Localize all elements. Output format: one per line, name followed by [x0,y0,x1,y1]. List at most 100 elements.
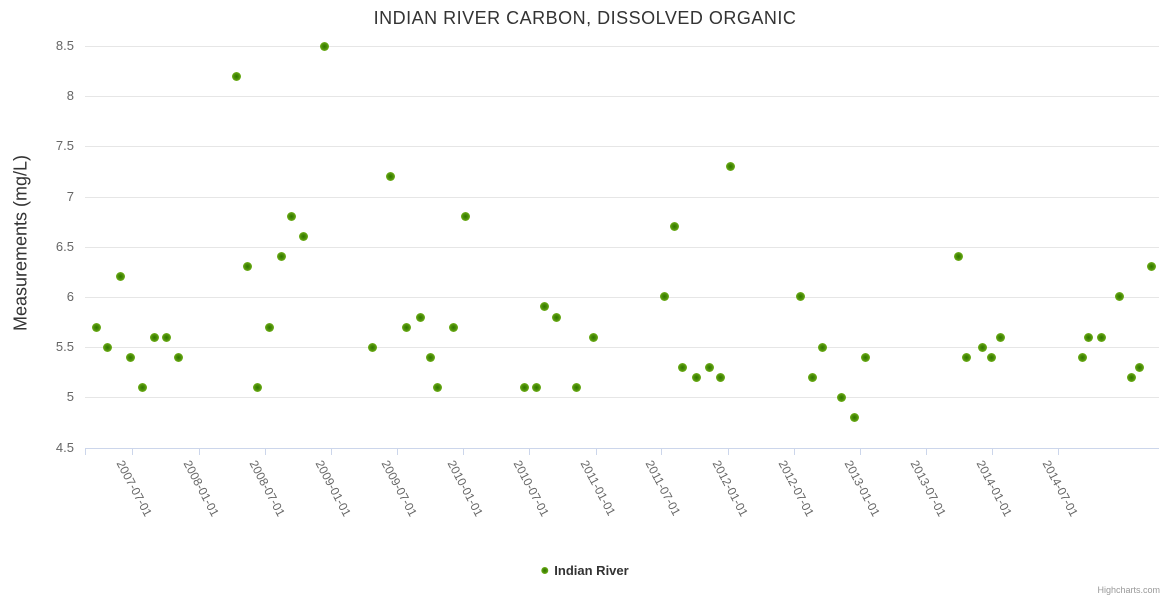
data-point[interactable] [1096,332,1106,342]
y-axis-tick-label: 6.5 [55,238,74,254]
data-point[interactable] [678,362,688,372]
data-point[interactable] [588,332,598,342]
data-point[interactable] [705,362,715,372]
data-point[interactable] [368,342,377,352]
x-axis-tick-label: 2008-07-01 [246,457,288,519]
y-gridline [85,246,1159,248]
y-gridline [85,146,1159,148]
data-point[interactable] [232,71,242,81]
data-point[interactable] [243,262,253,272]
data-point[interactable] [162,332,172,342]
data-point[interactable] [519,382,529,392]
x-axis-tick-label: 2014-07-01 [1039,457,1081,519]
data-point[interactable] [386,171,396,181]
data-point[interactable] [116,272,126,282]
data-point[interactable] [402,322,412,332]
data-point[interactable] [670,222,679,232]
data-point[interactable] [836,392,846,402]
x-axis-tick [595,448,597,455]
x-axis-tick-label: 2013-01-01 [841,457,884,519]
x-axis-tick-label: 2007-07-01 [113,457,155,519]
data-point[interactable] [137,382,147,392]
data-point[interactable] [850,412,860,422]
data-point[interactable] [551,312,561,322]
x-axis-tick [727,448,729,455]
data-point[interactable] [961,352,971,362]
x-axis-tick [793,448,795,455]
data-point[interactable] [715,372,725,382]
data-point[interactable] [726,161,736,171]
x-axis-tick [132,448,134,455]
x-axis-tick [331,448,333,455]
data-point[interactable] [1114,292,1124,302]
x-axis-tick [463,448,465,455]
x-axis-tick-label: 2009-07-01 [378,457,420,519]
data-point[interactable] [253,382,263,392]
y-axis-tick-label: 7.5 [55,138,74,154]
y-axis-tick-label: 8 [66,88,74,104]
x-axis-tick [860,448,862,455]
data-point[interactable] [287,212,297,222]
data-point[interactable] [150,332,160,342]
x-axis-line [85,447,1159,449]
y-axis-tick-label: 7 [66,188,74,204]
data-point[interactable] [818,342,828,352]
x-axis-tick-label: 2012-01-01 [709,457,751,519]
x-axis-tick-label: 2008-01-01 [180,457,222,519]
data-point[interactable] [807,372,817,382]
legend-item-indian-river[interactable]: Indian River [541,563,629,578]
x-axis-tick [396,448,398,455]
data-point[interactable] [953,252,963,262]
y-axis-tick-label: 8.5 [55,38,74,53]
data-point[interactable] [532,382,542,392]
x-axis-tick [264,448,266,455]
data-point[interactable] [277,252,287,262]
data-point[interactable] [103,342,113,352]
data-point[interactable] [572,382,582,392]
data-point[interactable] [319,41,329,51]
x-axis-tick-label: 2012-07-01 [775,457,817,519]
x-axis-tick-label: 2010-07-01 [510,457,552,519]
data-point[interactable] [126,352,136,362]
data-point[interactable] [173,352,183,362]
data-point[interactable] [448,322,458,332]
data-point[interactable] [977,342,987,352]
data-point[interactable] [460,212,470,222]
chart-title: INDIAN RIVER CARBON, DISSOLVED ORGANIC [373,8,797,28]
x-axis-tick-label: 2009-01-01 [312,457,355,519]
y-gridline [85,196,1159,198]
data-point[interactable] [986,352,996,362]
data-point[interactable] [1084,332,1094,342]
y-axis-tick-label: 5 [66,389,74,405]
x-axis-tick-label: 2011-07-01 [642,457,684,518]
highcharts-credits-link[interactable]: Highcharts.com [1097,585,1160,595]
data-point[interactable] [1146,262,1156,272]
data-point[interactable] [795,292,805,302]
data-point[interactable] [692,372,702,382]
x-axis-tick [925,448,927,455]
x-axis-tick [992,448,994,455]
data-point[interactable] [416,312,426,322]
data-point[interactable] [299,232,309,242]
data-point[interactable] [433,382,443,392]
x-axis-tick [198,448,200,455]
data-point[interactable] [264,322,274,332]
data-point[interactable] [860,352,870,362]
data-point[interactable] [540,302,549,312]
data-point[interactable] [91,322,101,332]
x-axis-tick [1057,448,1059,455]
x-axis-tick [528,448,530,455]
data-point[interactable] [1078,352,1088,362]
legend-marker-icon [541,567,549,574]
data-point[interactable] [995,332,1005,342]
y-axis-tick-label: 6 [66,288,74,304]
y-gridline [85,96,1159,98]
data-point[interactable] [1134,362,1144,372]
y-gridline [85,296,1159,298]
legend-series-label: Indian River [554,563,629,578]
data-point[interactable] [1126,372,1136,382]
data-point[interactable] [659,292,669,302]
x-axis-tick-label: 2014-01-01 [974,457,1016,519]
data-point[interactable] [425,352,435,362]
